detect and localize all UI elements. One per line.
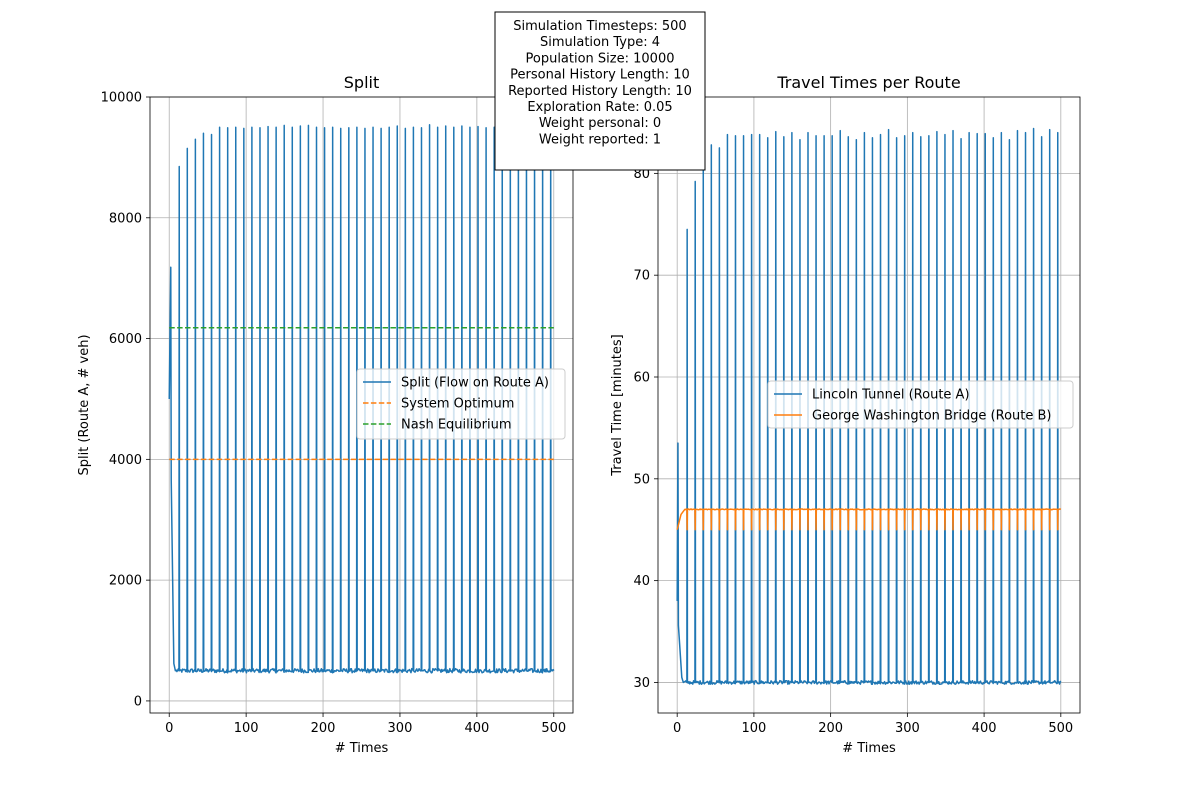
x-tick-label: 200 <box>311 721 336 736</box>
x-tick-label: 0 <box>673 721 681 736</box>
series-group <box>168 124 555 674</box>
x-tick-label: 300 <box>895 721 920 736</box>
info-line: Population Size: 10000 <box>526 51 675 66</box>
legend-label-0: Lincoln Tunnel (Route A) <box>812 388 970 403</box>
legend-box <box>767 380 1074 429</box>
chart-title: Split <box>344 73 379 92</box>
legend-label-0: Split (Flow on Route A) <box>401 376 549 391</box>
axes-frame <box>657 96 1081 714</box>
y-tick-label: 40 <box>633 574 650 589</box>
y-tick-label: 8000 <box>109 211 142 226</box>
x-axis-title: # Times <box>842 741 896 756</box>
info-line: Personal History Length: 10 <box>510 68 690 83</box>
x-tick-label: 100 <box>234 721 259 736</box>
y-tick-label: 30 <box>633 676 650 691</box>
x-tick-label: 400 <box>972 721 997 736</box>
x-tick-label: 300 <box>388 721 413 736</box>
info-line: Exploration Rate: 0.05 <box>527 100 672 115</box>
x-axis-title: # Times <box>335 741 389 756</box>
y-tick-label: 6000 <box>109 332 142 347</box>
series-line-1 <box>676 508 1062 531</box>
legend: Lincoln Tunnel (Route A) George Washingto… <box>767 380 1074 429</box>
axes-frame <box>149 96 574 714</box>
y-axis-title: Travel Time [minutes] <box>610 334 625 477</box>
info-line: Weight personal: 0 <box>539 116 661 131</box>
series-group <box>676 127 1062 685</box>
y-tick-label: 2000 <box>109 574 142 589</box>
x-tick-label: 0 <box>165 721 173 736</box>
info-line: Simulation Timesteps: 500 <box>513 19 686 34</box>
legend-box <box>356 368 566 440</box>
info-box-frame <box>494 11 706 171</box>
legend-label-2: Nash Equilibrium <box>401 418 512 433</box>
y-axis-title: Split (Route A, # veh) <box>77 334 92 475</box>
legend: Split (Flow on Route A) System Optimum Nas… <box>356 368 566 440</box>
y-tick-label: 0 <box>134 694 142 709</box>
legend-label-1: George Washington Bridge (Route B) <box>812 409 1052 424</box>
info-line: Reported History Length: 10 <box>508 84 692 99</box>
series-line-0 <box>168 124 555 674</box>
x-tick-label: 500 <box>1048 721 1073 736</box>
y-tick-label: 50 <box>633 472 650 487</box>
y-tick-label: 60 <box>633 371 650 386</box>
legend-label-1: System Optimum <box>401 397 514 412</box>
x-tick-label: 400 <box>464 721 489 736</box>
x-tick-label: 100 <box>741 721 766 736</box>
chart-title: Travel Times per Route <box>776 73 960 92</box>
y-tick-label: 10000 <box>101 91 142 106</box>
y-tick-label: 80 <box>633 167 650 182</box>
travel-times-chart: 0 100 200 300 400 500 30 40 50 60 70 80 Travel Times… <box>610 73 1081 756</box>
info-line: Weight reported: 1 <box>539 132 661 147</box>
info-line: Simulation Type: 4 <box>540 35 660 50</box>
x-tick-label: 500 <box>541 721 566 736</box>
y-tick-label: 70 <box>633 269 650 284</box>
x-tick-label: 200 <box>818 721 843 736</box>
y-tick-label: 4000 <box>109 453 142 468</box>
series-line-0 <box>676 127 1062 685</box>
split-chart: 0 100 200 300 400 500 0 2000 4000 6000 8000 10000 Sp… <box>77 73 574 756</box>
